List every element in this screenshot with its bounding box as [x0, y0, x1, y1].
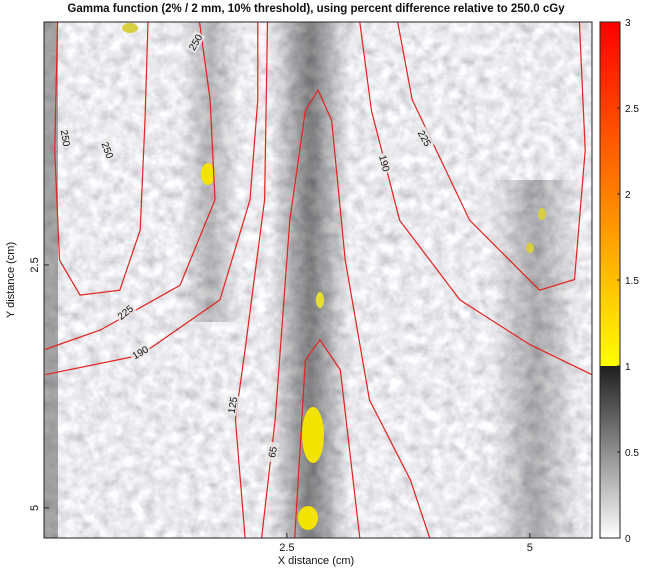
- colorbar-tick-label: 2: [625, 190, 631, 201]
- contour-line: [234, 22, 269, 538]
- contour-line: [54, 22, 149, 296]
- contour-label-bg: [224, 394, 240, 416]
- contour-label-text: 250: [58, 129, 72, 148]
- contour-label: 250: [58, 127, 74, 149]
- contour-line: [261, 88, 431, 538]
- contour-label-bg: [264, 441, 280, 463]
- hotspot: [298, 506, 318, 530]
- contour-label-bg: [414, 126, 436, 150]
- x-tick-label: 2.5: [279, 542, 294, 554]
- hotspot: [526, 243, 534, 253]
- contour-label-bg: [184, 30, 206, 54]
- colorbar-tick-label: 0.5: [625, 448, 639, 459]
- colorbar-tick-label: 3: [625, 18, 631, 29]
- contour-label-text: 190: [376, 154, 391, 173]
- contour-label-bg: [98, 138, 118, 162]
- chart-title: Gamma function (2% / 2 mm, 10% threshold…: [67, 3, 565, 15]
- hotspot: [316, 292, 324, 308]
- colorbar-tick-label: 1.5: [625, 276, 639, 287]
- y-tick-label: 5: [29, 505, 41, 511]
- contour-label-bg: [113, 300, 137, 324]
- plot-frame: [43, 21, 593, 539]
- colorbar-segment: [600, 22, 620, 366]
- contour-line: [44, 22, 586, 351]
- dark-band: [490, 180, 580, 538]
- x-axis-label: X distance (cm): [278, 555, 354, 567]
- colorbar: 0 0.5 1 1.5 2 2.5 3: [599, 18, 639, 545]
- colorbar-tick-label: 0: [625, 534, 631, 545]
- y-axis-label: Y distance (cm): [5, 242, 17, 318]
- colorbar-segment: [600, 366, 620, 538]
- contour-label: 125: [224, 394, 240, 416]
- contour-label-text: 125: [227, 396, 241, 415]
- y-tick-label: 2.5: [29, 257, 41, 272]
- contour-label: 65: [264, 441, 280, 463]
- contour-label-text: 65: [267, 445, 280, 458]
- contour-label-bg: [128, 341, 152, 363]
- hotspot: [538, 208, 546, 220]
- contour-label-bg: [58, 127, 74, 149]
- contour-line: [44, 22, 592, 376]
- contour-label: 190: [376, 151, 394, 175]
- x-tick-label: 5: [527, 542, 533, 554]
- hotspot: [201, 163, 215, 185]
- contour-label-bg: [376, 151, 394, 175]
- hotspot: [302, 407, 324, 463]
- colorbar-tick-label: 2.5: [625, 104, 639, 115]
- colorbar-tick-label: 1: [625, 362, 631, 373]
- hotspot: [122, 23, 138, 33]
